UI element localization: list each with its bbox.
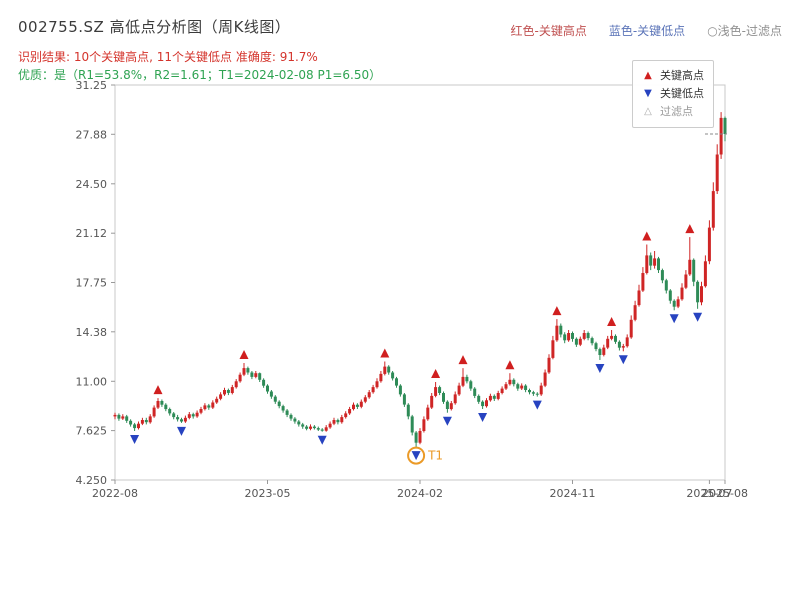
- svg-text:2023-05: 2023-05: [245, 487, 291, 500]
- svg-text:2024-11: 2024-11: [550, 487, 596, 500]
- svg-text:31.25: 31.25: [76, 79, 108, 92]
- svg-text:21.12: 21.12: [76, 227, 108, 240]
- top-legend-key-high-label: 红色-关键高点: [510, 24, 587, 38]
- top-legend-filtered-label: ○浅色-过滤点: [707, 24, 782, 38]
- legend-row-filtered: △ 过滤点: [642, 103, 704, 121]
- svg-text:4.250: 4.250: [76, 474, 108, 487]
- legend-key-high-label: 关键高点: [660, 69, 704, 82]
- svg-text:2025-08: 2025-08: [702, 487, 748, 500]
- svg-text:24.50: 24.50: [76, 178, 108, 191]
- legend-key-low-label: 关键低点: [660, 87, 704, 100]
- key-low-triangle-icon: ▼: [644, 88, 652, 99]
- svg-text:7.625: 7.625: [76, 425, 108, 438]
- svg-text:2024-02: 2024-02: [397, 487, 443, 500]
- svg-text:T1: T1: [427, 449, 443, 463]
- svg-text:2025-07: 2025-07: [686, 487, 732, 500]
- svg-text:17.75: 17.75: [76, 277, 108, 290]
- legend-filtered-label: 过滤点: [660, 105, 693, 118]
- plot-legend-box: ▲ 关键高点 ▼ 关键低点 △ 过滤点: [632, 60, 714, 128]
- quality-result-text: 优质：是（R1=53.8%，R2=1.61；T1=2024-02-08 P1=6…: [18, 68, 382, 82]
- recognition-result-text: 识别结果: 10个关键高点, 11个关键低点 准确度: 91.7%: [18, 50, 318, 64]
- top-legend-key-low-label: 蓝色-关键低点: [608, 24, 686, 38]
- filtered-triangle-icon: △: [644, 106, 652, 117]
- legend-row-key-high: ▲ 关键高点: [642, 67, 704, 85]
- svg-text:27.88: 27.88: [76, 128, 108, 141]
- page-title: 002755.SZ 高低点分析图（周K线图）: [18, 18, 291, 36]
- svg-text:2022-08: 2022-08: [92, 487, 138, 500]
- legend-row-key-low: ▼ 关键低点: [642, 85, 704, 103]
- key-high-triangle-icon: ▲: [644, 70, 652, 81]
- top-legend: 红色-关键高点 蓝色-关键低点 ○浅色-过滤点: [511, 22, 783, 39]
- svg-text:11.00: 11.00: [76, 375, 108, 388]
- svg-text:14.38: 14.38: [76, 326, 108, 339]
